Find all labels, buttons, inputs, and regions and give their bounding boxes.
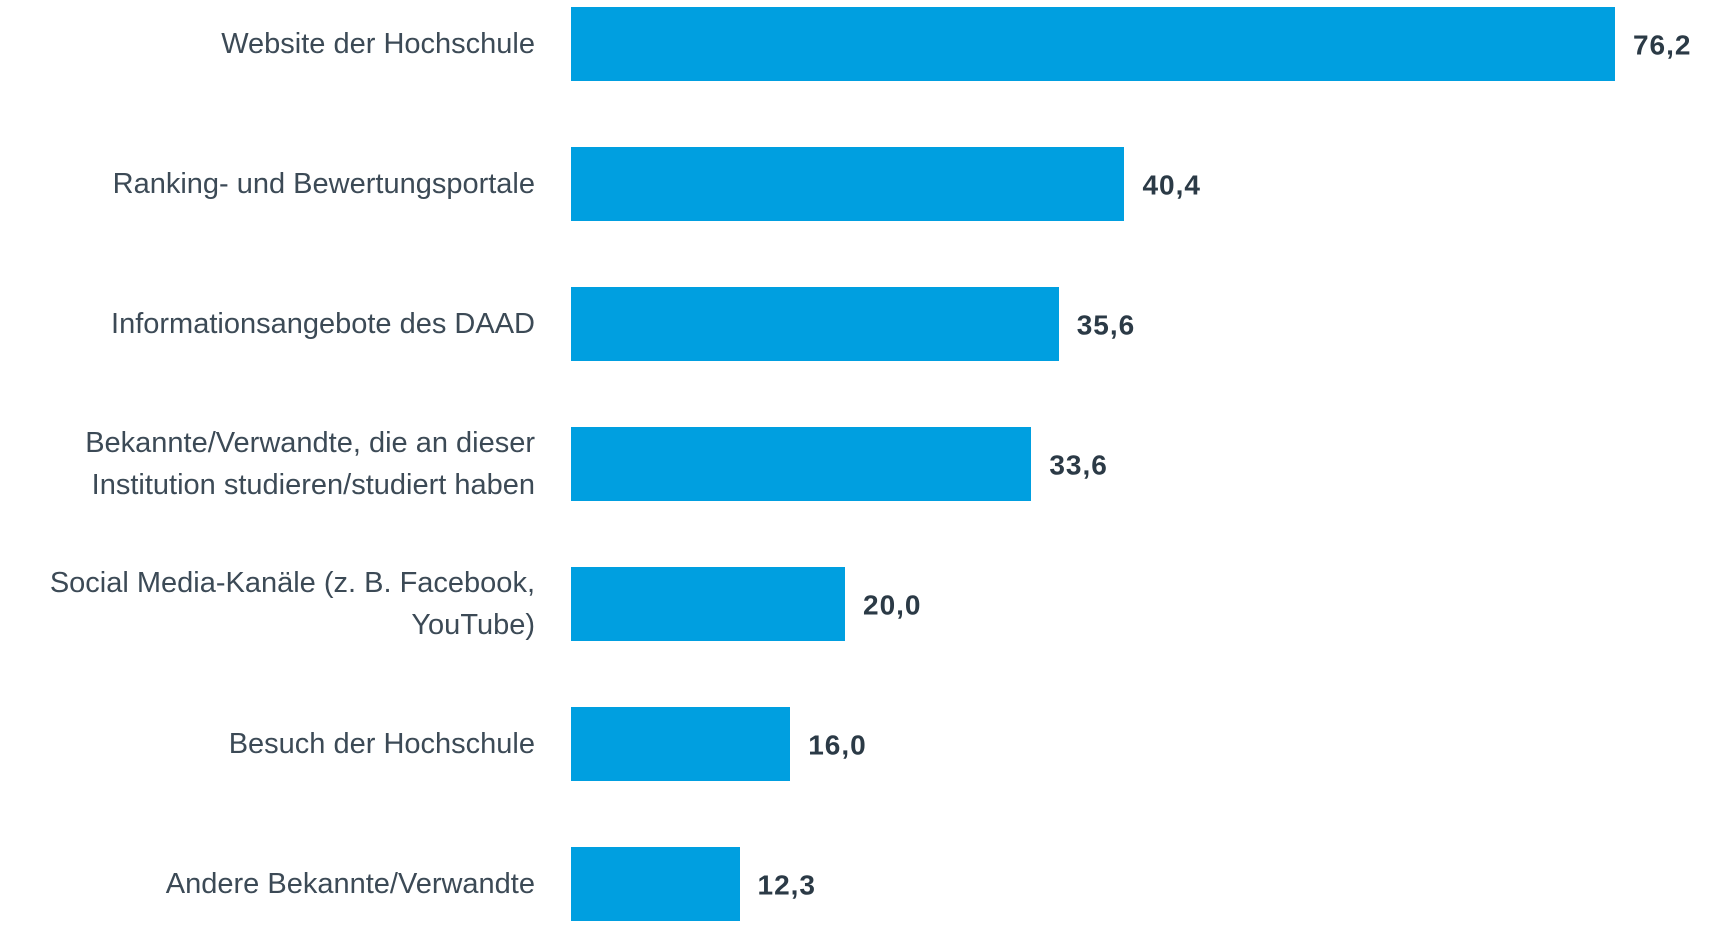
category-label: Informationsangebote des DAAD	[111, 308, 535, 340]
bar	[571, 147, 1125, 221]
bar	[571, 427, 1032, 501]
bar	[571, 707, 791, 781]
value-label: 20,0	[863, 589, 922, 621]
category-label: Besuch der Hochschule	[228, 728, 535, 760]
value-label: 33,6	[1049, 449, 1108, 481]
value-label: 12,3	[757, 869, 816, 901]
bar	[571, 7, 1615, 81]
category-label: Social Media-Kanäle (z. B. Facebook, You…	[49, 567, 535, 641]
category-label: Bekannte/Verwandte, die an dieser Instit…	[85, 427, 535, 501]
category-label: Andere Bekannte/Verwandte	[165, 868, 535, 900]
value-label: 40,4	[1142, 169, 1201, 201]
value-label: 35,6	[1076, 309, 1136, 341]
bar	[571, 847, 740, 921]
value-label: 16,0	[808, 729, 867, 761]
category-label: Website der Hochschule	[221, 28, 535, 60]
value-label: 76,2	[1632, 29, 1692, 61]
bar	[571, 567, 845, 641]
category-label: Ranking- und Bewertungsportale	[112, 168, 535, 200]
bar	[571, 287, 1059, 361]
